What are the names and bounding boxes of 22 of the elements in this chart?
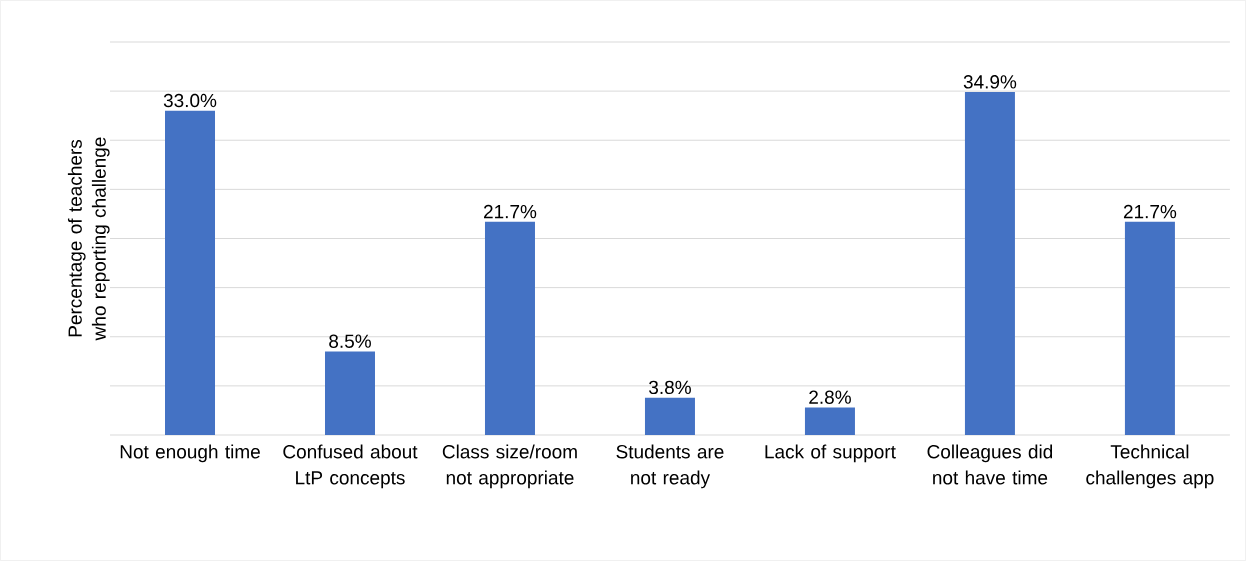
x-tick-label: Colleagues did not have time (927, 444, 1053, 485)
bar (804, 407, 855, 435)
data-label: 2.8% (809, 390, 851, 404)
x-tick-label: Students are not ready (616, 444, 724, 489)
data-label: 34.9% (963, 75, 1017, 89)
data-label: 21.7% (1123, 204, 1177, 219)
data-label: 8.5% (329, 334, 371, 348)
x-tick-label: Class size/room not appropriate (442, 444, 577, 489)
bar (1124, 221, 1175, 435)
x-tick-label: Not enough time (120, 444, 260, 463)
data-label: 21.7% (484, 204, 537, 219)
bar (644, 397, 695, 435)
bar (325, 351, 375, 435)
x-tick-label: Lack of support (765, 444, 896, 463)
bar (165, 110, 216, 435)
x-tick-label: Technical challenges app (1086, 444, 1214, 489)
data-label: 33.0% (163, 93, 217, 108)
bar (964, 92, 1015, 435)
x-tick-label: Confused about LtP concepts (283, 444, 418, 489)
bar (484, 221, 535, 435)
y-axis-title: Percentage of teachers who reporting challenge (67, 137, 110, 341)
data-label: 3.8% (649, 380, 691, 395)
